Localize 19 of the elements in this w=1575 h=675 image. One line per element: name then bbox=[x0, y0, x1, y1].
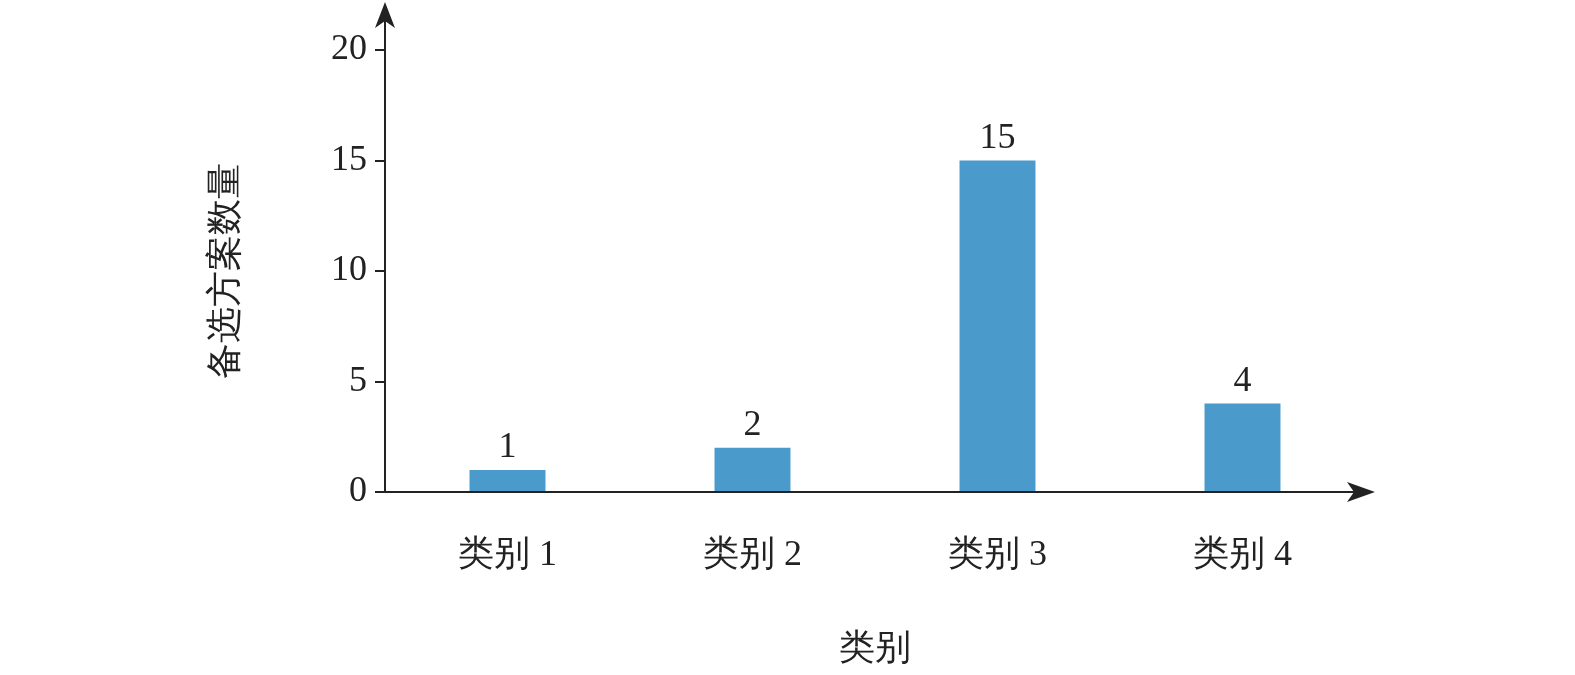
x-tick-label: 类别 2 bbox=[703, 533, 802, 574]
y-axis-title: 备选方案数量 bbox=[204, 163, 245, 379]
bar bbox=[959, 160, 1036, 491]
y-tick-label: 5 bbox=[349, 358, 367, 399]
y-tick-label: 15 bbox=[331, 137, 367, 178]
data-label: 2 bbox=[743, 403, 762, 444]
data-label: 15 bbox=[979, 115, 1016, 156]
x-axis-title: 类别 bbox=[839, 626, 911, 667]
x-tick-label: 类别 3 bbox=[948, 533, 1047, 574]
data-label: 1 bbox=[498, 425, 517, 466]
y-tick-label: 0 bbox=[349, 469, 367, 510]
bar bbox=[469, 469, 546, 491]
y-tick-label: 10 bbox=[331, 248, 367, 289]
bar bbox=[714, 447, 791, 491]
x-tick-label: 类别 4 bbox=[1193, 533, 1292, 574]
y-tick-label: 20 bbox=[331, 27, 367, 68]
x-tick-label: 类别 1 bbox=[458, 533, 557, 574]
bar bbox=[1204, 403, 1281, 491]
data-label: 4 bbox=[1233, 359, 1252, 400]
